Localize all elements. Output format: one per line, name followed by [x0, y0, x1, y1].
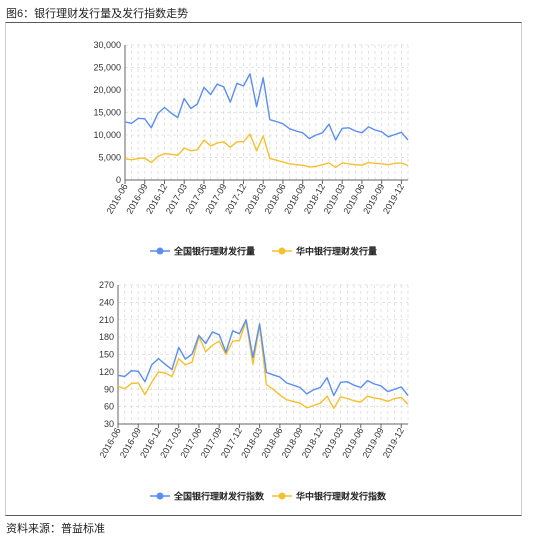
series-line-0: [117, 319, 409, 397]
y-tick-label: 25,000: [93, 63, 121, 73]
y-tick-label: 270: [99, 280, 114, 290]
legend-marker: [278, 492, 286, 500]
legend-marker: [156, 247, 164, 255]
legend-label: 全国银行理财发行量: [173, 246, 255, 257]
legend-marker: [278, 247, 286, 255]
y-tick-label: 120: [99, 367, 114, 377]
figure-title: 图6：银行理财发行量及发行指数走势: [6, 8, 189, 20]
y-tick-label: 10,000: [93, 130, 121, 140]
legend-label: 全国银行理财发行指数: [173, 491, 265, 502]
legend-marker: [156, 492, 164, 500]
y-tick-label: 20,000: [93, 85, 121, 95]
series-line-1: [117, 320, 409, 410]
data-source-note: 资料来源：普益标准: [6, 523, 105, 535]
y-tick-label: 15,000: [93, 108, 121, 118]
y-tick-label: 240: [99, 297, 114, 307]
y-tick-label: 90: [104, 384, 114, 394]
series-line-0: [124, 73, 409, 141]
y-tick-label: 60: [104, 402, 114, 412]
y-tick-label: 150: [99, 350, 114, 360]
series-line-1: [124, 133, 409, 169]
legend-label: 华中银行理财发行量: [296, 246, 377, 257]
legend-label: 华中银行理财发行指数: [296, 491, 387, 502]
issuance-volume-chart: 05,00010,00015,00020,00025,00030,0002016…: [93, 40, 409, 257]
issuance-index-chart: 3060901201501802102402702016-062016-0920…: [98, 280, 409, 502]
y-tick-label: 210: [99, 315, 114, 325]
y-tick-label: 0: [116, 175, 121, 185]
y-tick-label: 30: [104, 419, 114, 429]
figure-frame: [5, 22, 522, 516]
y-tick-label: 30,000: [93, 40, 121, 50]
y-tick-label: 5,000: [98, 153, 121, 163]
y-tick-label: 180: [99, 332, 114, 342]
